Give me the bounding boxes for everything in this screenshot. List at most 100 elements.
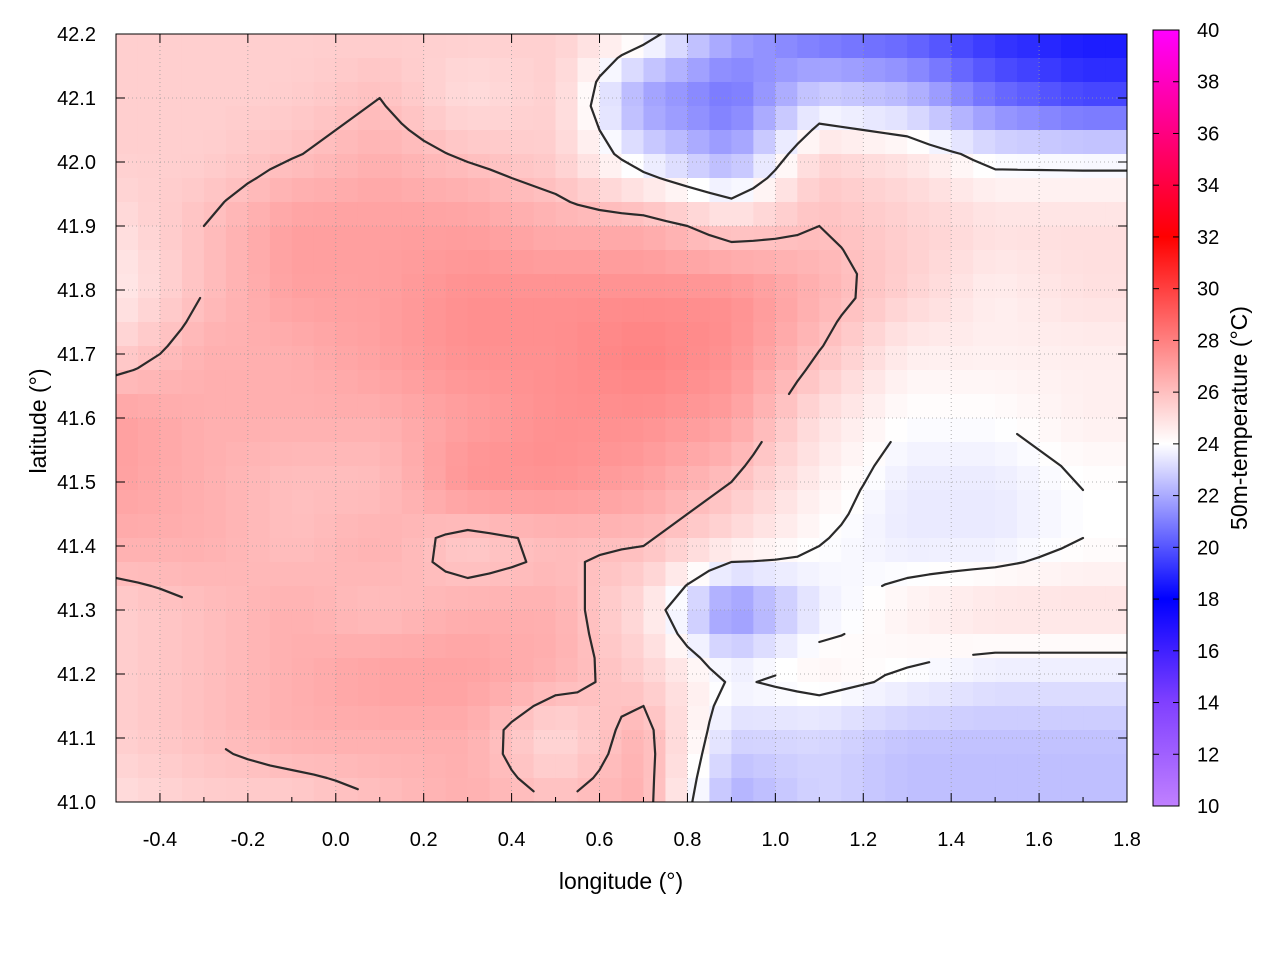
heatmap-cell xyxy=(599,658,623,683)
heatmap-cell xyxy=(1105,346,1127,371)
heatmap-cell xyxy=(973,538,996,563)
heatmap-cell xyxy=(137,202,161,227)
heatmap-cell xyxy=(863,346,886,371)
heatmap-cell xyxy=(137,82,161,107)
heatmap-cell xyxy=(1039,562,1062,587)
heatmap-cell xyxy=(203,298,227,323)
heatmap-cell xyxy=(159,154,183,179)
heatmap-cell xyxy=(379,466,403,491)
heatmap-cell xyxy=(643,394,667,419)
heatmap-cell xyxy=(511,634,535,659)
heatmap-cell xyxy=(863,754,886,779)
heatmap-cell xyxy=(863,538,886,563)
heatmap-cell xyxy=(1017,202,1040,227)
heatmap-cell xyxy=(863,706,886,731)
heatmap-cell xyxy=(687,322,711,347)
heatmap-cell xyxy=(621,586,645,611)
heatmap-cell xyxy=(753,610,776,635)
heatmap-cell xyxy=(753,778,776,802)
heatmap-cell xyxy=(775,418,798,443)
heatmap-cell xyxy=(709,370,732,395)
heatmap-cell xyxy=(1039,58,1062,83)
heatmap-cell xyxy=(116,178,139,203)
heatmap-cell xyxy=(423,634,447,659)
heatmap-cell xyxy=(159,370,183,395)
heatmap-cell xyxy=(159,178,183,203)
heatmap-cell xyxy=(445,706,469,731)
heatmap-cell xyxy=(731,658,754,683)
heatmap-cell xyxy=(841,34,864,59)
heatmap-cell xyxy=(116,730,139,755)
heatmap-cell xyxy=(1083,82,1106,107)
heatmap-cell xyxy=(225,634,249,659)
heatmap-cell xyxy=(995,466,1018,491)
heatmap-cell xyxy=(819,346,842,371)
heatmap-cell xyxy=(511,250,535,275)
heatmap-cell xyxy=(489,586,513,611)
heatmap-cell xyxy=(841,106,864,131)
heatmap-cell xyxy=(1083,538,1106,563)
heatmap-cell xyxy=(445,202,469,227)
heatmap-cell xyxy=(181,322,205,347)
heatmap-cell xyxy=(687,610,711,635)
heatmap-cell xyxy=(797,130,820,155)
heatmap-cell xyxy=(885,610,908,635)
x-tick-label: -0.2 xyxy=(231,829,265,851)
heatmap-cell xyxy=(467,226,491,251)
heatmap-cell xyxy=(511,418,535,443)
heatmap-cell xyxy=(687,370,711,395)
heatmap-cell xyxy=(687,682,711,707)
heatmap-cell xyxy=(709,154,732,179)
heatmap-cell xyxy=(973,754,996,779)
heatmap-cell xyxy=(819,58,842,83)
heatmap-cell xyxy=(203,754,227,779)
heatmap-cell xyxy=(841,730,864,755)
heatmap-cell xyxy=(203,586,227,611)
heatmap-cell xyxy=(467,82,491,107)
heatmap-cell xyxy=(159,586,183,611)
heatmap-cell xyxy=(423,226,447,251)
heatmap-cell xyxy=(665,250,689,275)
heatmap-cell xyxy=(159,682,183,707)
heatmap-cell xyxy=(225,34,249,59)
heatmap-cell xyxy=(973,106,996,131)
heatmap-cell xyxy=(313,106,337,131)
heatmap-cell xyxy=(687,130,711,155)
heatmap-cell xyxy=(137,562,161,587)
heatmap-cell xyxy=(753,58,776,83)
heatmap-cell xyxy=(313,346,337,371)
heatmap-cell xyxy=(929,250,952,275)
heatmap-cell xyxy=(489,466,513,491)
heatmap-cell xyxy=(599,586,623,611)
x-tick-label: 1.4 xyxy=(937,829,965,851)
heatmap-cell xyxy=(159,274,183,299)
heatmap-cell xyxy=(621,466,645,491)
heatmap-cell xyxy=(313,130,337,155)
heatmap-cell xyxy=(687,514,711,539)
heatmap-cell xyxy=(181,178,205,203)
heatmap-cell xyxy=(181,658,205,683)
heatmap-cell xyxy=(797,562,820,587)
heatmap-cell xyxy=(467,370,491,395)
heatmap-cell xyxy=(863,586,886,611)
heatmap-cell xyxy=(577,274,601,299)
heatmap-cell xyxy=(1017,346,1040,371)
heatmap-cell xyxy=(775,370,798,395)
heatmap-cell xyxy=(533,106,557,131)
heatmap-cell xyxy=(951,778,974,802)
heatmap-cell xyxy=(687,706,711,731)
heatmap-cell xyxy=(116,298,139,323)
heatmap-cell xyxy=(621,730,645,755)
heatmap-cell xyxy=(401,106,425,131)
heatmap-cell xyxy=(665,82,689,107)
heatmap-cell xyxy=(753,514,776,539)
heatmap-cell xyxy=(379,538,403,563)
heatmap-cell xyxy=(665,442,689,467)
heatmap-cell xyxy=(489,442,513,467)
heatmap-cell xyxy=(379,178,403,203)
heatmap-cell xyxy=(423,298,447,323)
heatmap-cell xyxy=(467,418,491,443)
heatmap-cell xyxy=(863,682,886,707)
heatmap-cell xyxy=(1083,418,1106,443)
heatmap-cell xyxy=(511,370,535,395)
